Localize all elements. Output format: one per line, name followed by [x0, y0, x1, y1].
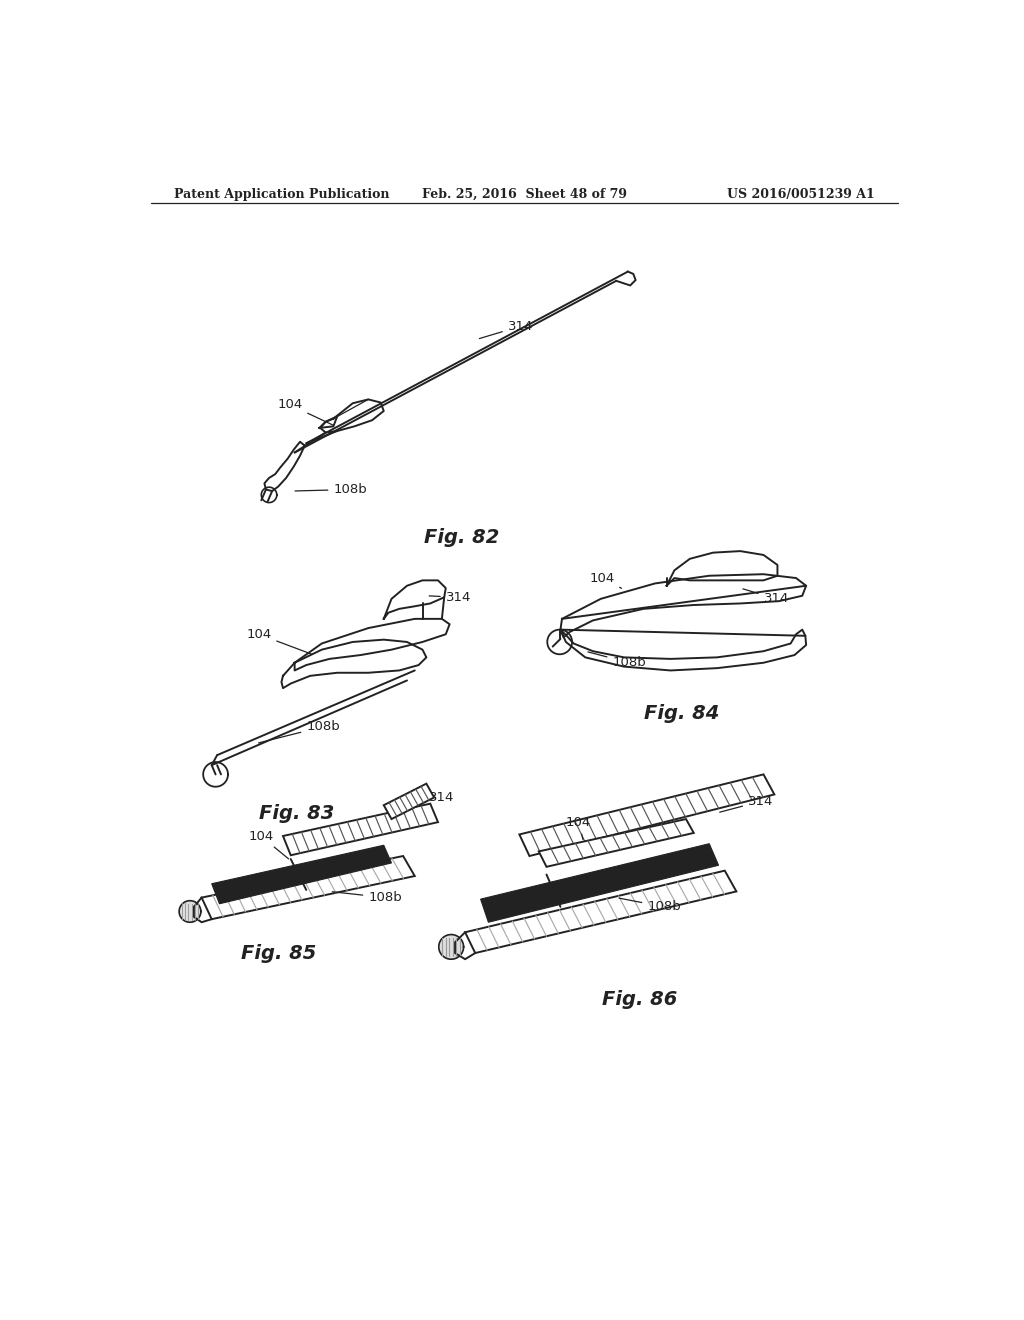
- Text: 108b: 108b: [295, 483, 368, 496]
- Text: 104: 104: [248, 829, 289, 859]
- Text: 104: 104: [589, 572, 622, 589]
- Polygon shape: [283, 804, 438, 855]
- Polygon shape: [384, 784, 434, 818]
- Polygon shape: [480, 843, 719, 923]
- Text: 108b: 108b: [588, 652, 646, 669]
- Polygon shape: [519, 775, 774, 855]
- Text: Feb. 25, 2016  Sheet 48 of 79: Feb. 25, 2016 Sheet 48 of 79: [422, 187, 628, 201]
- Text: 108b: 108b: [618, 898, 681, 913]
- Text: 104: 104: [246, 628, 311, 655]
- Text: Patent Application Publication: Patent Application Publication: [174, 187, 390, 201]
- Text: US 2016/0051239 A1: US 2016/0051239 A1: [727, 187, 876, 201]
- Text: 108b: 108b: [332, 891, 402, 904]
- Text: 314: 314: [479, 319, 534, 338]
- Text: Fig. 86: Fig. 86: [602, 990, 677, 1008]
- Text: Fig. 83: Fig. 83: [259, 804, 335, 822]
- Text: 314: 314: [429, 591, 471, 603]
- Polygon shape: [465, 871, 736, 953]
- Text: Fig. 84: Fig. 84: [644, 704, 720, 722]
- Polygon shape: [179, 900, 201, 923]
- Polygon shape: [202, 855, 415, 919]
- Polygon shape: [539, 818, 693, 867]
- Text: 314: 314: [742, 589, 788, 606]
- Text: 314: 314: [409, 791, 454, 805]
- Text: 104: 104: [566, 816, 591, 840]
- Polygon shape: [212, 845, 391, 904]
- Text: Fig. 85: Fig. 85: [242, 944, 316, 962]
- Text: Fig. 82: Fig. 82: [424, 528, 499, 546]
- Text: 104: 104: [278, 399, 333, 425]
- Text: 314: 314: [720, 795, 773, 812]
- Polygon shape: [439, 935, 464, 960]
- Text: 108b: 108b: [259, 721, 340, 743]
